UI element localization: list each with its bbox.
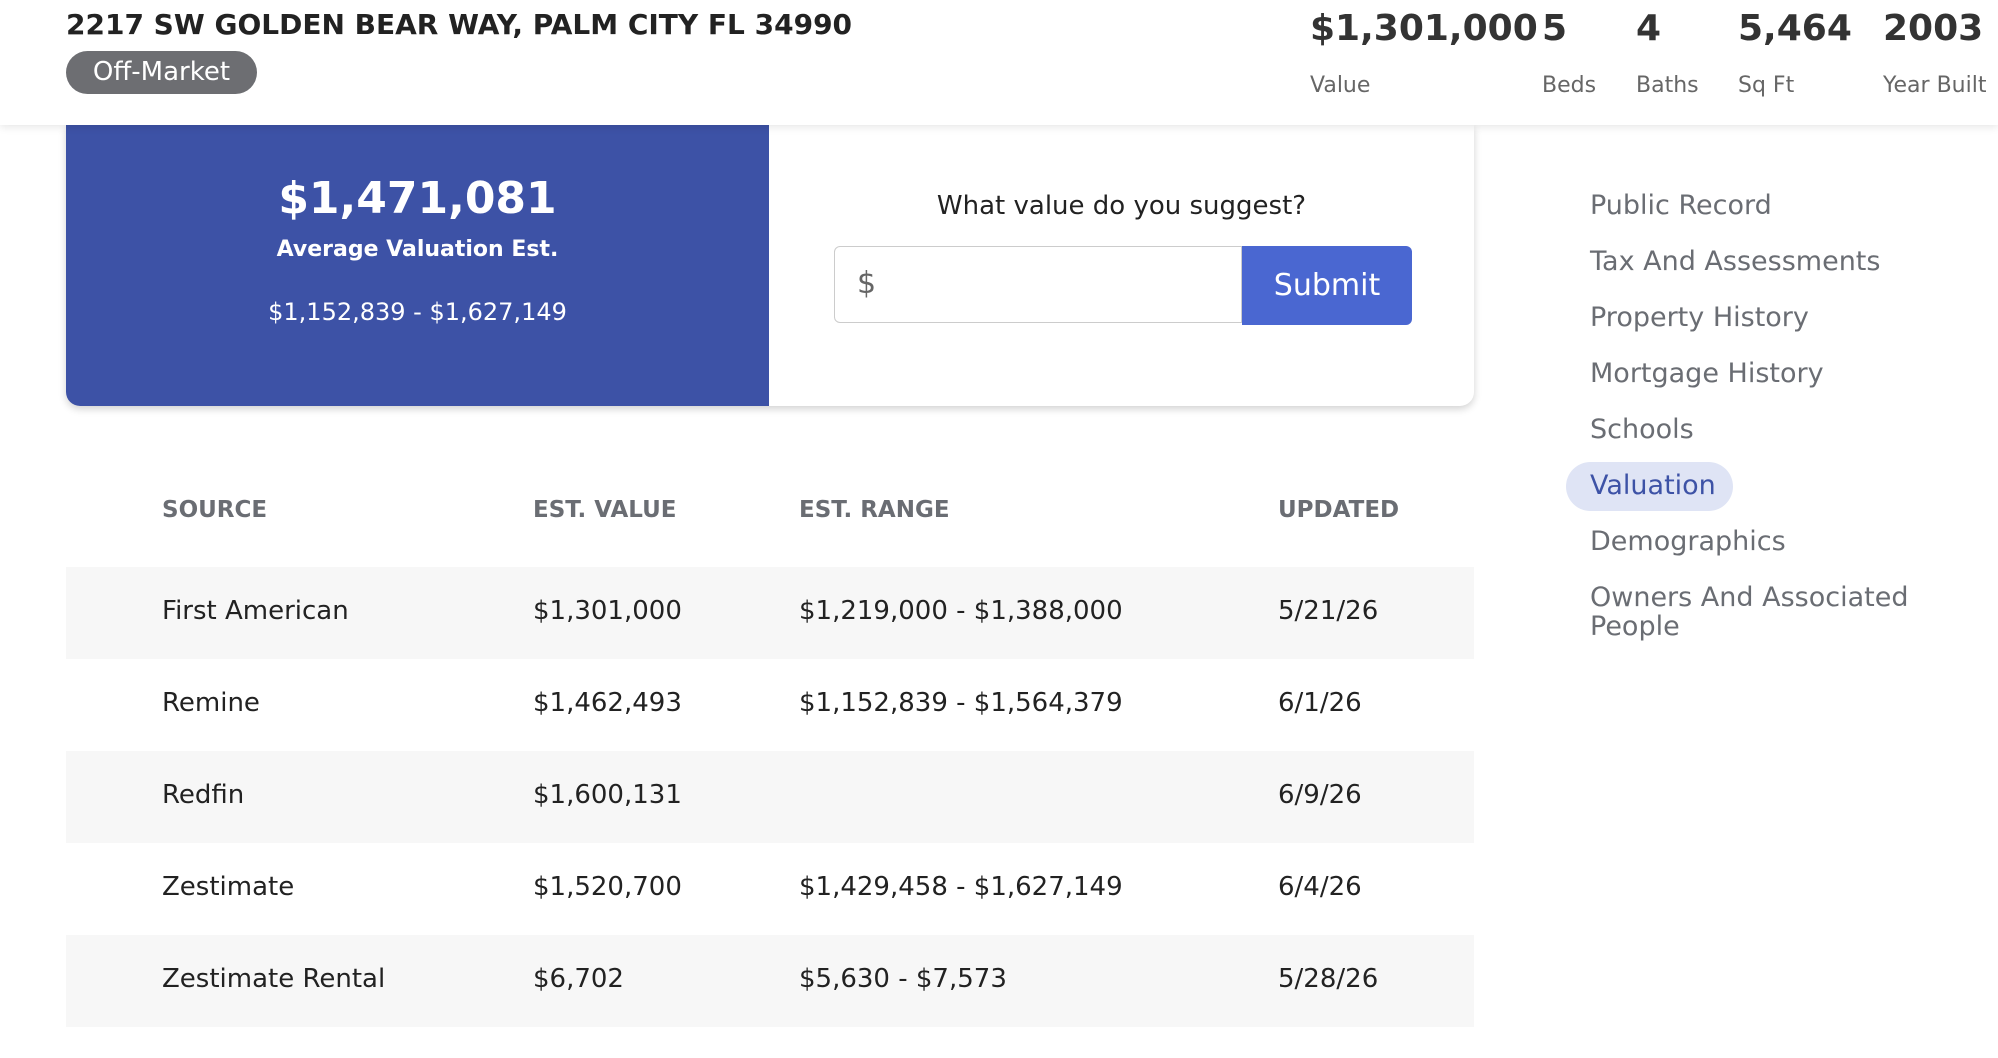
table-cell: $1,429,458 - $1,627,149 (799, 872, 1123, 902)
table-row (66, 567, 1474, 659)
table-cell: $1,520,700 (533, 872, 682, 902)
column-header: EST. RANGE (799, 497, 950, 523)
table-cell: $5,630 - $7,573 (799, 964, 1007, 994)
table-cell: $6,702 (533, 964, 624, 994)
active-nav-highlight (1566, 462, 1733, 511)
column-header: UPDATED (1278, 497, 1400, 523)
nav-item[interactable]: Demographics (1590, 526, 1786, 557)
average-label: Average Valuation Est. (276, 237, 559, 262)
nav-item[interactable]: Schools (1590, 414, 1694, 445)
status-badge: Off-Market (66, 51, 257, 94)
table-cell: $1,600,131 (533, 780, 682, 810)
table-cell: Zestimate Rental (162, 964, 386, 994)
average-range: $1,152,839 - $1,627,149 (268, 298, 567, 326)
stat-value: $1,301,000 (1310, 8, 1538, 49)
column-header: EST. VALUE (533, 497, 677, 523)
stat-label: Sq Ft (1738, 73, 1795, 98)
column-header: SOURCE (162, 497, 268, 523)
top-bar: 2217 SW GOLDEN BEAR WAY, PALM CITY FL 34… (0, 0, 1998, 125)
table-row (66, 659, 1474, 751)
nav-item[interactable]: Owners And Associated People (1590, 582, 1909, 642)
stat-label: Baths (1636, 73, 1699, 98)
table-row (66, 935, 1474, 1027)
nav-item[interactable]: Property History (1590, 302, 1809, 333)
nav-item[interactable]: Tax And Assessments (1590, 246, 1881, 277)
table-cell: $1,301,000 (533, 596, 682, 626)
suggest-question: What value do you suggest? (936, 191, 1307, 221)
stat-value: 2003 (1883, 8, 1984, 49)
average-value: $1,471,081 (278, 173, 557, 224)
nav-item[interactable]: Valuation (1590, 470, 1716, 501)
table-cell: 5/21/26 (1278, 596, 1379, 626)
suggest-input[interactable]: $ (834, 246, 1242, 323)
table-cell: 5/28/26 (1278, 964, 1379, 994)
table-cell: 6/9/26 (1278, 780, 1362, 810)
table-cell: Remine (162, 688, 260, 718)
table-cell: 6/1/26 (1278, 688, 1362, 718)
stat-label: Value (1310, 73, 1371, 98)
table-cell: Zestimate (162, 872, 295, 902)
stat-label: Year Built (1883, 73, 1987, 98)
table-cell: Redfin (162, 780, 245, 810)
stat-value: 5,464 (1738, 8, 1852, 49)
stat-label: Beds (1542, 73, 1597, 98)
nav-item[interactable]: Public Record (1590, 190, 1772, 221)
table-cell: $1,462,493 (533, 688, 682, 718)
table-cell: $1,219,000 - $1,388,000 (799, 596, 1123, 626)
nav-item[interactable]: Mortgage History (1590, 358, 1824, 389)
average-panel: $1,471,081 Average Valuation Est. $1,152… (66, 125, 769, 406)
valuation-card: $1,471,081 Average Valuation Est. $1,152… (66, 125, 1474, 406)
address: 2217 SW GOLDEN BEAR WAY, PALM CITY FL 34… (66, 8, 853, 41)
table-cell: 6/4/26 (1278, 872, 1362, 902)
submit-button[interactable]: Submit (1242, 246, 1412, 325)
stat-value: 4 (1636, 8, 1662, 49)
stat-value: 5 (1542, 8, 1568, 49)
table-cell: $1,152,839 - $1,564,379 (799, 688, 1123, 718)
table-cell: First American (162, 596, 349, 626)
table-row (66, 751, 1474, 843)
